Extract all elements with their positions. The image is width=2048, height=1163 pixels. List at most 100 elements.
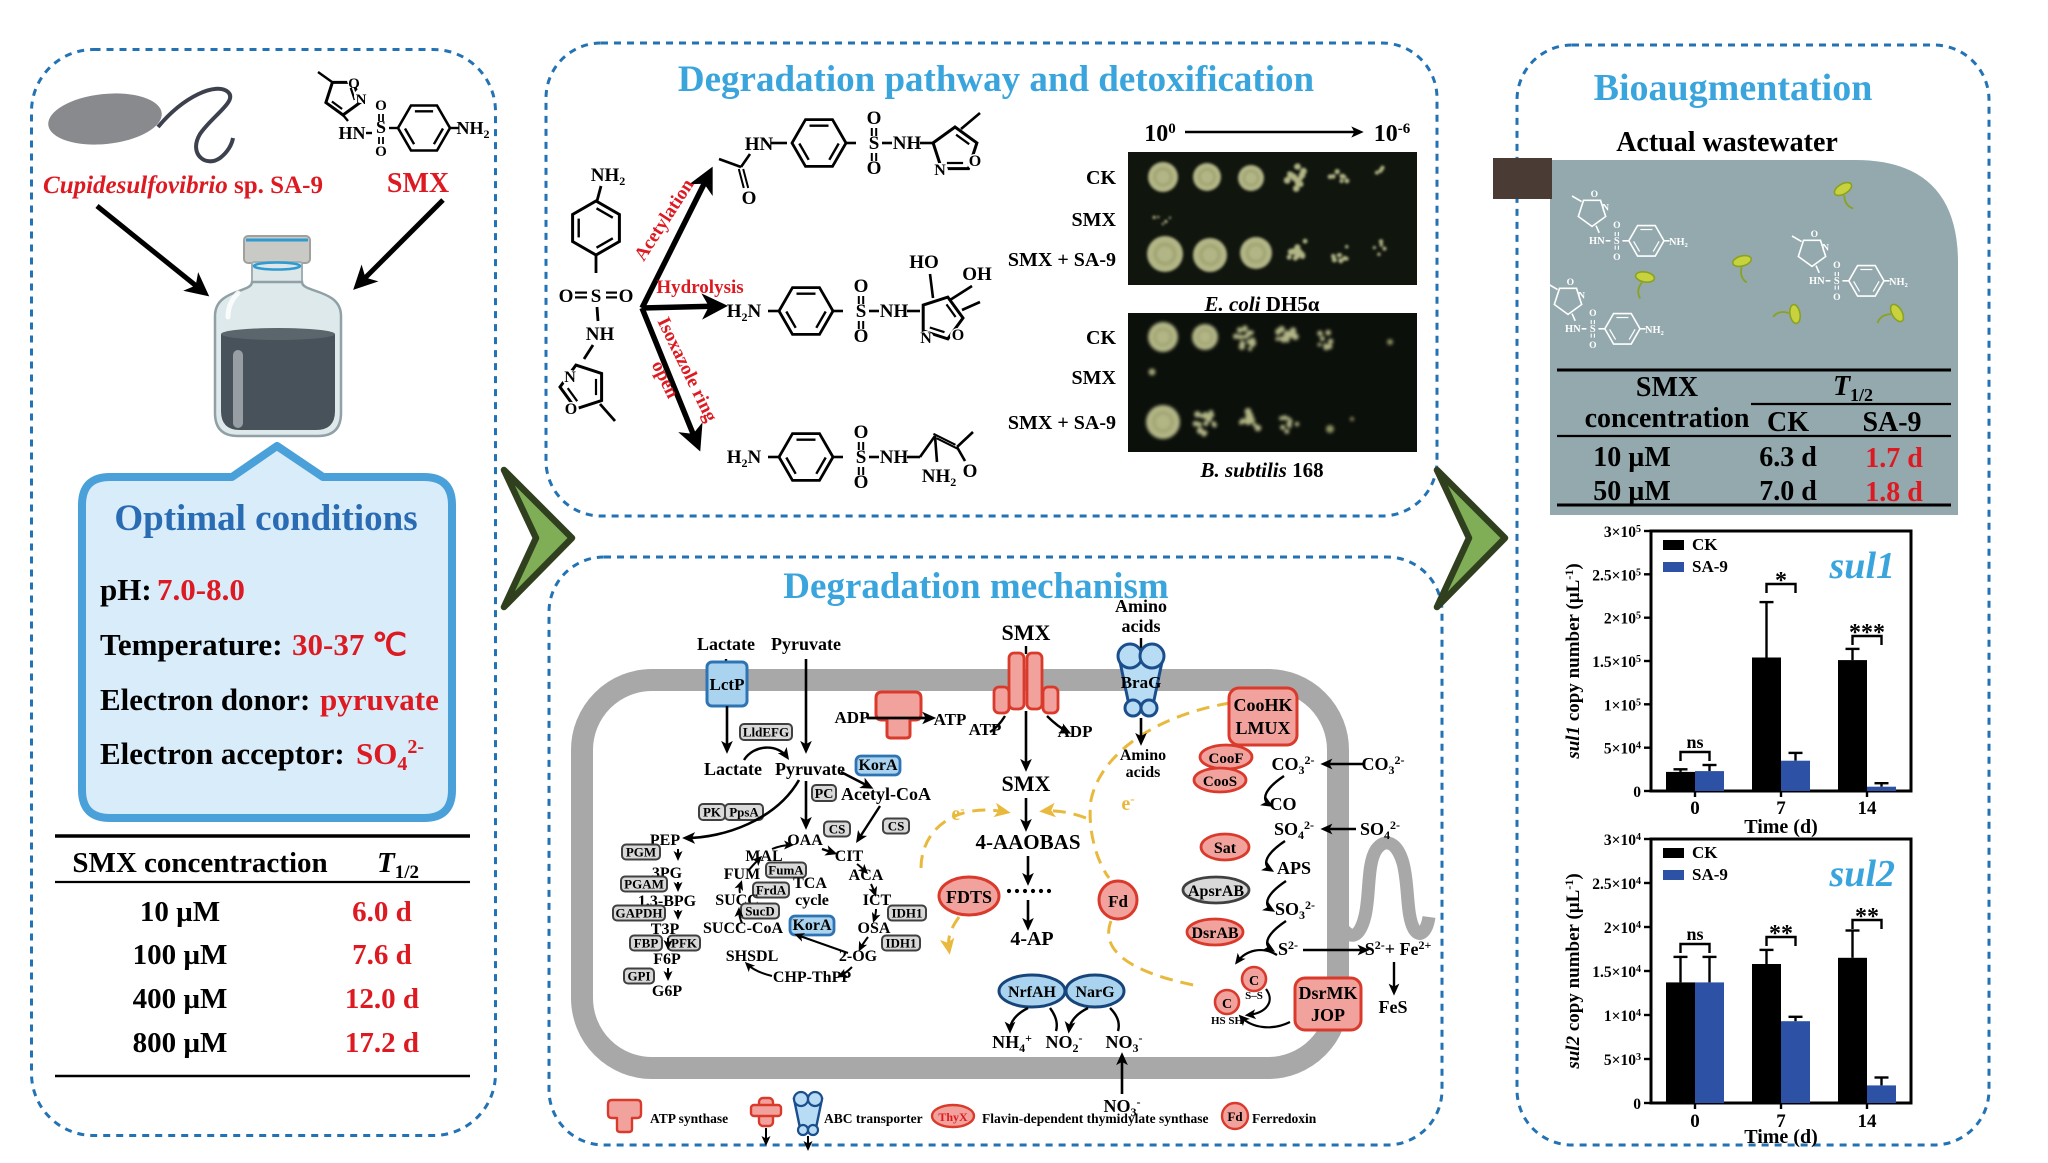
svg-text:O: O	[963, 461, 978, 482]
svg-text:14: 14	[1858, 1111, 1878, 1132]
svg-text:O: O	[952, 327, 964, 344]
svg-text:SMX concentraction: SMX concentraction	[72, 847, 327, 879]
svg-text:2×105: 2×105	[1604, 611, 1641, 628]
svg-text:e-: e-	[1121, 791, 1134, 815]
svg-text:GAPDH: GAPDH	[616, 906, 663, 921]
svg-text:ACA: ACA	[849, 867, 884, 884]
svg-text:O: O	[1591, 189, 1598, 200]
svg-text:O: O	[1589, 308, 1596, 319]
svg-text:7: 7	[1776, 798, 1786, 819]
svg-text:10 µM: 10 µM	[140, 896, 220, 928]
svg-text:SMX + SA-9: SMX + SA-9	[1008, 412, 1116, 434]
svg-text:FumA: FumA	[768, 863, 804, 878]
svg-text:1.8 d: 1.8 d	[1865, 477, 1923, 508]
svg-text:FrdA: FrdA	[756, 883, 787, 898]
svg-text:O: O	[867, 108, 882, 129]
svg-text:800 µM: 800 µM	[133, 1027, 228, 1059]
svg-text:ATP synthase: ATP synthase	[650, 1111, 728, 1126]
svg-text:O: O	[1567, 277, 1574, 288]
svg-text:O: O	[969, 153, 981, 170]
svg-text:CooS: CooS	[1203, 774, 1237, 790]
svg-text:H2N: H2N	[727, 301, 762, 324]
svg-text:T1/2: T1/2	[377, 847, 419, 883]
svg-text:O: O	[1811, 229, 1818, 240]
svg-text:NH2: NH2	[1889, 277, 1908, 289]
svg-text:C: C	[1222, 997, 1232, 1012]
svg-text:S–S: S–S	[1245, 990, 1263, 1002]
svg-text:NH2: NH2	[922, 466, 957, 489]
svg-text:2.5×105: 2.5×105	[1592, 567, 1641, 584]
svg-text:cycle: cycle	[795, 892, 829, 909]
svg-text:Ferredoxin: Ferredoxin	[1252, 1111, 1317, 1126]
svg-text:NO3-: NO3-	[1106, 1031, 1143, 1055]
svg-text:Flavin-dependent thymidylate s: Flavin-dependent thymidylate synthase	[982, 1111, 1209, 1126]
svg-text:6.0 d: 6.0 d	[352, 896, 412, 928]
svg-text:N: N	[920, 330, 932, 347]
svg-text:30-37 ℃: 30-37 ℃	[292, 627, 407, 662]
svg-text:sul2 copy number (µL-1): sul2 copy number (µL-1)	[1562, 873, 1584, 1069]
svg-text:S: S	[1590, 324, 1596, 335]
svg-text:Lactate: Lactate	[697, 634, 755, 654]
svg-text:ns: ns	[1686, 924, 1703, 944]
svg-text:CK: CK	[1692, 843, 1718, 862]
svg-text:Fd: Fd	[1108, 892, 1128, 911]
svg-text:S: S	[856, 301, 867, 322]
svg-text:FBP: FBP	[634, 936, 659, 951]
svg-text:NH2: NH2	[1669, 237, 1688, 249]
svg-text:SA-9: SA-9	[1692, 557, 1728, 576]
svg-text:NH2: NH2	[1645, 325, 1664, 337]
svg-text:HO: HO	[909, 252, 939, 273]
svg-text:PGAM: PGAM	[624, 877, 664, 892]
svg-text:IDH1: IDH1	[891, 906, 922, 921]
svg-text:7: 7	[1776, 1111, 1786, 1132]
svg-text:APS: APS	[1277, 858, 1311, 878]
svg-text:S: S	[869, 133, 880, 154]
svg-text:N: N	[1822, 242, 1829, 253]
svg-text:1.5×104: 1.5×104	[1592, 964, 1641, 981]
svg-text:PC: PC	[815, 787, 834, 802]
svg-text:OSA: OSA	[858, 920, 891, 937]
svg-text:Electron acceptor:: Electron acceptor:	[100, 736, 345, 771]
svg-text:GPI: GPI	[627, 969, 650, 984]
svg-text:SMX + SA-9: SMX + SA-9	[1008, 249, 1116, 271]
svg-text:DsrMK: DsrMK	[1299, 983, 1358, 1003]
svg-text:NH: NH	[880, 447, 909, 468]
svg-text:NH2: NH2	[591, 165, 626, 188]
svg-text:CO32-: CO32-	[1362, 753, 1405, 777]
svg-text:SMX: SMX	[1072, 209, 1117, 231]
svg-text:Sat: Sat	[1214, 840, 1237, 857]
svg-text:O: O	[854, 276, 869, 297]
svg-text:Amino: Amino	[1120, 747, 1166, 764]
svg-text:10-6: 10-6	[1374, 121, 1411, 147]
svg-text:acids: acids	[1121, 616, 1160, 636]
svg-text:O: O	[742, 188, 757, 209]
svg-text:17.2 d: 17.2 d	[345, 1027, 419, 1059]
svg-text:sul1 copy number (µL-1): sul1 copy number (µL-1)	[1562, 563, 1584, 759]
svg-text:HN: HN	[1809, 276, 1825, 287]
svg-text:pH:: pH:	[100, 572, 152, 607]
svg-text:Hydrolysis: Hydrolysis	[656, 277, 743, 298]
svg-text:N: N	[934, 162, 946, 179]
svg-text:H2N: H2N	[727, 447, 762, 470]
svg-text:CO32-: CO32-	[1272, 753, 1315, 777]
svg-text:O: O	[375, 144, 387, 160]
svg-text:CooHK: CooHK	[1233, 695, 1292, 715]
svg-text:OH: OH	[962, 264, 992, 285]
svg-text:5×104: 5×104	[1604, 741, 1641, 758]
svg-text:Degradation mechanism: Degradation mechanism	[783, 566, 1169, 607]
svg-text:CK: CK	[1692, 535, 1718, 554]
svg-text:O: O	[1613, 220, 1620, 231]
svg-text:BraG: BraG	[1121, 673, 1162, 692]
svg-text:NrfAH: NrfAH	[1008, 984, 1057, 1001]
svg-text:HN: HN	[745, 134, 774, 155]
svg-text:S: S	[1614, 236, 1620, 247]
svg-text:CO: CO	[1270, 794, 1297, 814]
svg-text:N: N	[1602, 202, 1609, 213]
svg-text:O: O	[1589, 340, 1596, 351]
svg-text:LctP: LctP	[710, 675, 745, 694]
svg-text:ApsrAB: ApsrAB	[1188, 883, 1244, 900]
svg-text:**: **	[1855, 904, 1879, 930]
svg-text:sul2: sul2	[1829, 853, 1895, 895]
svg-text:S: S	[856, 447, 867, 468]
svg-text:***: ***	[1849, 620, 1885, 646]
